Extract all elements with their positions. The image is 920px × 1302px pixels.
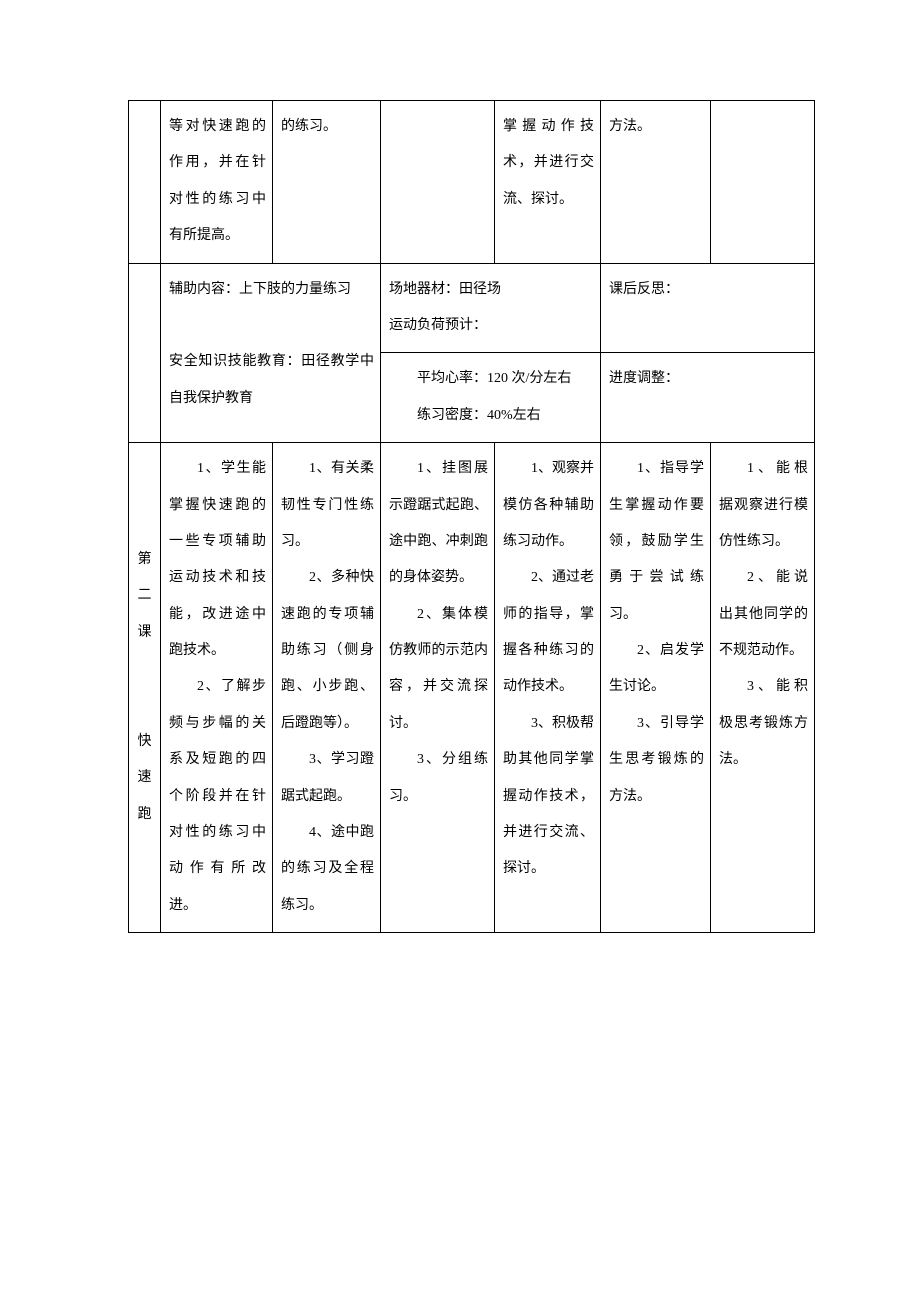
row3-c4: 1、观察并模仿各种辅助练习动作。 2、通过老师的指导，掌握各种练习的动作技术。 … — [495, 443, 601, 933]
label-line: 快 — [138, 734, 152, 749]
row2-left: 辅助内容：上下肢的力量练习 安全知识技能教育：田径教学中自我保护教育 — [161, 263, 381, 443]
row3-label-cell: 第 二 课 快 速 跑 — [129, 443, 161, 933]
cell-text: 掌握动作技术，并进行交流、探讨。 — [503, 109, 594, 218]
cell-para: 2、多种快速跑的专项辅助练习（侧身跑、小步跑、后蹬跑等）。 — [281, 560, 374, 742]
cell-para: 3、引导学生思考锻炼的方法。 — [609, 706, 704, 815]
cell-para: 1、有关柔韧性专门性练习。 — [281, 451, 374, 560]
row2-mid-top: 场地器材：田径场 运动负荷预计： — [381, 263, 601, 353]
table-row: 辅助内容：上下肢的力量练习 安全知识技能教育：田径教学中自我保护教育 场地器材：… — [129, 263, 815, 353]
cell-text: 的练习。 — [281, 109, 374, 145]
practice-density: 练习密度：40%左右 — [389, 398, 594, 434]
cell-para: 3、能积极思考锻炼方法。 — [719, 669, 808, 778]
cell-para: 1、观察并模仿各种辅助练习动作。 — [503, 451, 594, 560]
avg-heart-rate: 平均心率：120 次/分左右 — [389, 361, 594, 397]
cell-para: 3、分组练习。 — [389, 742, 488, 815]
cell-para: 3、积极帮助其他同学掌握动作技术，并进行交流、探讨。 — [503, 706, 594, 888]
cell-para: 3、学习蹬踞式起跑。 — [281, 742, 374, 815]
row3-c3: 1、挂图展示蹬踞式起跑、途中跑、冲刺跑的身体姿势。 2、集体模仿教师的示范内容，… — [381, 443, 495, 933]
row1-label-cell — [129, 101, 161, 264]
post-reflection: 课后反思： — [609, 272, 808, 308]
cell-para: 2、集体模仿教师的示范内容，并交流探讨。 — [389, 597, 488, 743]
progress-adjust: 进度调整： — [609, 361, 808, 397]
cell-para: 1、学生能掌握快速跑的一些专项辅助运动技术和技能，改进途中跑技术。 — [169, 451, 266, 669]
label-line: 跑 — [138, 807, 152, 822]
row1-c2: 的练习。 — [273, 101, 381, 264]
row1-c6 — [711, 101, 815, 264]
document-page: 等对快速跑的作用，并在针对性的练习中有所提高。 的练习。 掌握动作技术，并进行交… — [0, 100, 920, 933]
row2-right-top: 课后反思： — [601, 263, 815, 353]
table-row: 第 二 课 快 速 跑 1、学生能掌握快速跑的一些专项辅助运动技术和技能，改进途… — [129, 443, 815, 933]
row3-c2: 1、有关柔韧性专门性练习。 2、多种快速跑的专项辅助练习（侧身跑、小步跑、后蹬跑… — [273, 443, 381, 933]
cell-para: 2、通过老师的指导，掌握各种练习的动作技术。 — [503, 560, 594, 706]
row2-label-cell — [129, 263, 161, 443]
row2-mid-bottom: 平均心率：120 次/分左右 练习密度：40%左右 — [381, 353, 601, 443]
cell-para: 2、了解步频与步幅的关系及短跑的四个阶段并在针对性的练习中动作有所改进。 — [169, 669, 266, 924]
lesson-plan-table: 等对快速跑的作用，并在针对性的练习中有所提高。 的练习。 掌握动作技术，并进行交… — [128, 100, 815, 933]
load-estimate: 运动负荷预计： — [389, 308, 594, 344]
aux-content: 辅助内容：上下肢的力量练习 — [169, 272, 374, 308]
safety-edu: 安全知识技能教育：田径教学中自我保护教育 — [169, 344, 374, 417]
label-line: 速 — [138, 770, 152, 785]
row3-c5: 1、指导学生掌握动作要领，鼓励学生勇于尝试练习。 2、启发学生讨论。 3、引导学… — [601, 443, 711, 933]
cell-para: 2、启发学生讨论。 — [609, 633, 704, 706]
cell-para: 1、能根据观察进行模仿性练习。 — [719, 451, 808, 560]
cell-para: 2、能说出其他同学的 不规范动作。 — [719, 560, 808, 669]
cell-text: 方法。 — [609, 109, 704, 145]
row2-right-bottom: 进度调整： — [601, 353, 815, 443]
cell-para: 1、指导学生掌握动作要领，鼓励学生勇于尝试练习。 — [609, 451, 704, 633]
table-row: 等对快速跑的作用，并在针对性的练习中有所提高。 的练习。 掌握动作技术，并进行交… — [129, 101, 815, 264]
row3-c1: 1、学生能掌握快速跑的一些专项辅助运动技术和技能，改进途中跑技术。 2、了解步频… — [161, 443, 273, 933]
cell-para: 4、途中跑的练习及全程练习。 — [281, 815, 374, 924]
label-line: 课 — [138, 625, 152, 640]
cell-text: 等对快速跑的作用，并在针对性的练习中有所提高。 — [169, 109, 266, 255]
venue-equipment: 场地器材：田径场 — [389, 272, 594, 308]
row3-c6: 1、能根据观察进行模仿性练习。 2、能说出其他同学的 不规范动作。 3、能积极思… — [711, 443, 815, 933]
row1-c5: 方法。 — [601, 101, 711, 264]
row1-c1: 等对快速跑的作用，并在针对性的练习中有所提高。 — [161, 101, 273, 264]
cell-para: 1、挂图展示蹬踞式起跑、途中跑、冲刺跑的身体姿势。 — [389, 451, 488, 597]
row1-c3 — [381, 101, 495, 264]
row1-c4: 掌握动作技术，并进行交流、探讨。 — [495, 101, 601, 264]
label-line: 二 — [138, 588, 152, 603]
label-line: 第 — [138, 552, 152, 567]
